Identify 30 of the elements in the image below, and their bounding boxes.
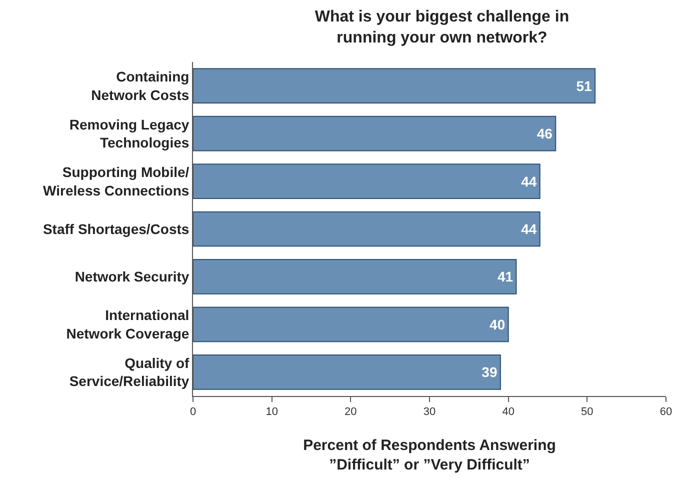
bar xyxy=(193,306,509,342)
x-tick-label: 10 xyxy=(266,406,278,418)
bar xyxy=(193,259,517,294)
x-tick-label: 50 xyxy=(581,406,594,418)
x-axis-title: Percent of Respondents Answering ”Difficult” or ”Very Difficult” xyxy=(303,437,556,474)
bar xyxy=(193,68,596,104)
y-tick-label: Containing Network Costs xyxy=(91,68,190,103)
bar xyxy=(193,211,540,247)
y-tick-label: Supporting Mobile/ Wireless Connections xyxy=(43,164,190,198)
y-tick-label: Network Security xyxy=(74,268,190,285)
bar xyxy=(193,116,556,152)
y-tick-label: Staff Shortages/Costs xyxy=(42,220,190,237)
x-tick-label: 40 xyxy=(502,406,514,418)
y-tick-label: Quality of Service/Reliability xyxy=(69,354,190,390)
data-label: 46 xyxy=(536,126,553,142)
bar xyxy=(193,354,501,390)
data-label: 41 xyxy=(497,268,514,285)
bar xyxy=(193,164,540,199)
data-label: 39 xyxy=(482,364,498,380)
y-tick-label: Removing Legacy Technologies xyxy=(69,116,190,151)
data-label: 40 xyxy=(490,316,506,332)
x-tick-label: 30 xyxy=(423,406,436,418)
y-tick-label: International Network Coverage xyxy=(66,307,190,342)
chart-title: What is your biggest challenge in running your own network? xyxy=(314,8,570,46)
x-tick-label: 60 xyxy=(660,406,672,418)
data-label: 44 xyxy=(521,221,537,237)
data-label: 44 xyxy=(521,173,537,190)
x-tick-label: 0 xyxy=(190,406,196,418)
data-label: 51 xyxy=(576,78,592,94)
x-tick-label: 20 xyxy=(344,406,357,418)
